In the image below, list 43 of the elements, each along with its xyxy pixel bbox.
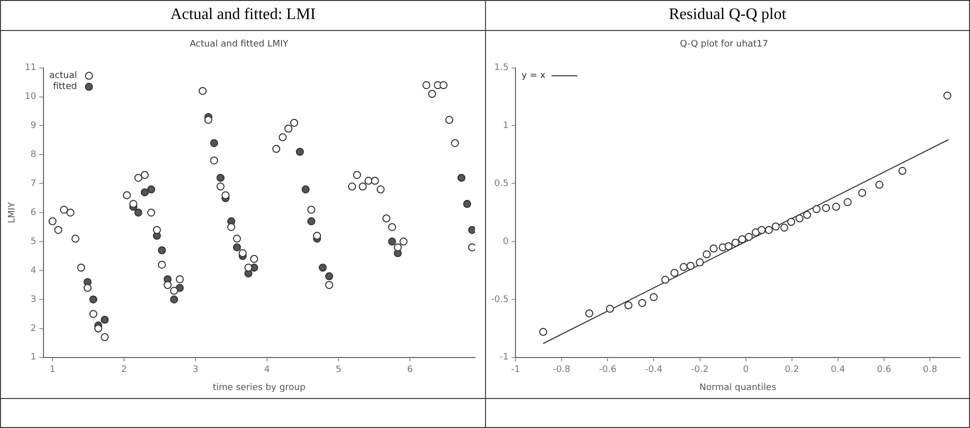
x-tick-label: 0.2 [784, 365, 800, 376]
legend-label: actual [49, 71, 77, 82]
y-tick-label: 1.5 [494, 63, 509, 74]
legend-label: y = x [522, 71, 546, 82]
y-tick-label: -0.5 [491, 294, 509, 305]
x-tick-label: 1 [50, 365, 56, 376]
chart-subtitle: Actual and fitted LMIY [190, 40, 289, 50]
y-tick-label: 5 [30, 236, 36, 247]
y-tick-label: -1 [500, 352, 509, 363]
x-tick-label: -0.6 [598, 365, 617, 376]
x-tick-label: 3 [192, 365, 198, 376]
y-tick-label: 2 [30, 324, 36, 334]
y-tick-label: 0.5 [494, 178, 509, 189]
x-tick-label: -0.4 [644, 365, 663, 376]
x-tick-label: 2 [121, 365, 127, 376]
x-tick-label: -0.8 [552, 365, 571, 376]
y-tick-label: 8 [30, 150, 37, 160]
x-tick-label: -1 [511, 365, 520, 376]
y-tick-label: 1 [502, 121, 509, 132]
y-tick-label: 6 [30, 208, 37, 218]
y-tick-label: 1 [30, 352, 36, 363]
y-tick-label: 9 [30, 121, 37, 132]
y-tick-label: 4 [30, 266, 37, 276]
x-tick-label: 0.8 [922, 365, 938, 376]
chart-subtitle: Q-Q plot for uhat17 [680, 40, 768, 50]
y-tick-label: 0 [502, 236, 509, 247]
chart-title: Actual and fitted: LMI [1, 1, 485, 31]
y-axis-title: LMIY [8, 202, 18, 224]
x-tick-label: 0.4 [830, 365, 846, 376]
chart-title: Residual Q-Q plot [486, 1, 969, 31]
y-tick-label: 10 [24, 92, 37, 102]
x-tick-label: 5 [336, 365, 342, 376]
x-tick-label: 0 [742, 365, 749, 376]
x-tick-label: 4 [264, 365, 270, 376]
x-tick-label: 0.6 [876, 365, 892, 376]
x-tick-label: -0.2 [691, 365, 709, 376]
y-tick-label: 7 [30, 178, 36, 189]
x-tick-label: 6 [407, 365, 414, 376]
x-axis-title: time series by group [212, 382, 306, 393]
y-tick-label: 11 [24, 63, 36, 74]
y-tick-label: 3 [30, 294, 36, 305]
x-axis-title: Normal quantiles [699, 382, 776, 393]
legend-label: fitted [52, 82, 77, 92]
